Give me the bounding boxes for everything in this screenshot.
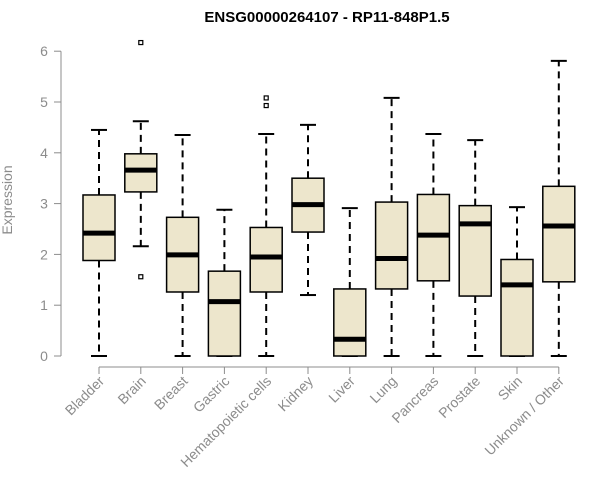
box-item [249, 95, 283, 357]
y-tick-label: 2 [40, 246, 48, 262]
iqr-box [333, 288, 367, 357]
iqr-box [249, 226, 283, 293]
x-tick-label: Brain [114, 373, 148, 407]
chart-title: ENSG00000264107 - RP11-848P1.5 [204, 9, 449, 26]
x-tick-label: Bladder [62, 373, 108, 419]
outlier-point [138, 274, 144, 280]
x-tick-label: Breast [151, 373, 191, 413]
x-tick-label: Unknown / Other [481, 373, 567, 459]
x-tick-label: Kidney [275, 373, 317, 415]
outlier-point [263, 102, 269, 109]
box-item [374, 96, 409, 357]
box-item [291, 123, 325, 297]
box-item [82, 128, 116, 357]
iqr-box [500, 258, 534, 357]
iqr-box [542, 185, 576, 283]
y-tick-label: 3 [40, 196, 48, 212]
outlier-point [138, 39, 144, 46]
x-tick-label: Skin [495, 373, 526, 404]
box-item [333, 207, 367, 357]
box-item [416, 133, 451, 357]
box-item [165, 134, 200, 357]
iqr-box [416, 193, 451, 282]
y-tick-label: 6 [40, 43, 48, 59]
x-tick-label: Prostate [435, 373, 483, 421]
boxes-group [82, 39, 576, 357]
y-axis-label: Expression [0, 165, 15, 234]
y-tick-label: 4 [40, 145, 48, 161]
iqr-box [458, 204, 492, 297]
outlier-point [263, 95, 269, 101]
iqr-box [124, 153, 158, 193]
iqr-box [374, 201, 409, 290]
x-tick-label: Liver [325, 373, 358, 406]
box-item [458, 139, 492, 357]
box-item [207, 208, 242, 357]
iqr-box [82, 194, 116, 262]
iqr-box [207, 270, 242, 357]
box-item [500, 206, 534, 357]
box-item [542, 59, 576, 357]
x-tick-label: Lung [366, 373, 399, 406]
y-axis: 0 1 2 3 4 5 6 [40, 43, 62, 364]
y-tick-label: 0 [40, 348, 48, 364]
box-item [124, 39, 158, 280]
y-tick-label: 1 [40, 297, 48, 313]
y-tick-label: 5 [40, 94, 48, 110]
